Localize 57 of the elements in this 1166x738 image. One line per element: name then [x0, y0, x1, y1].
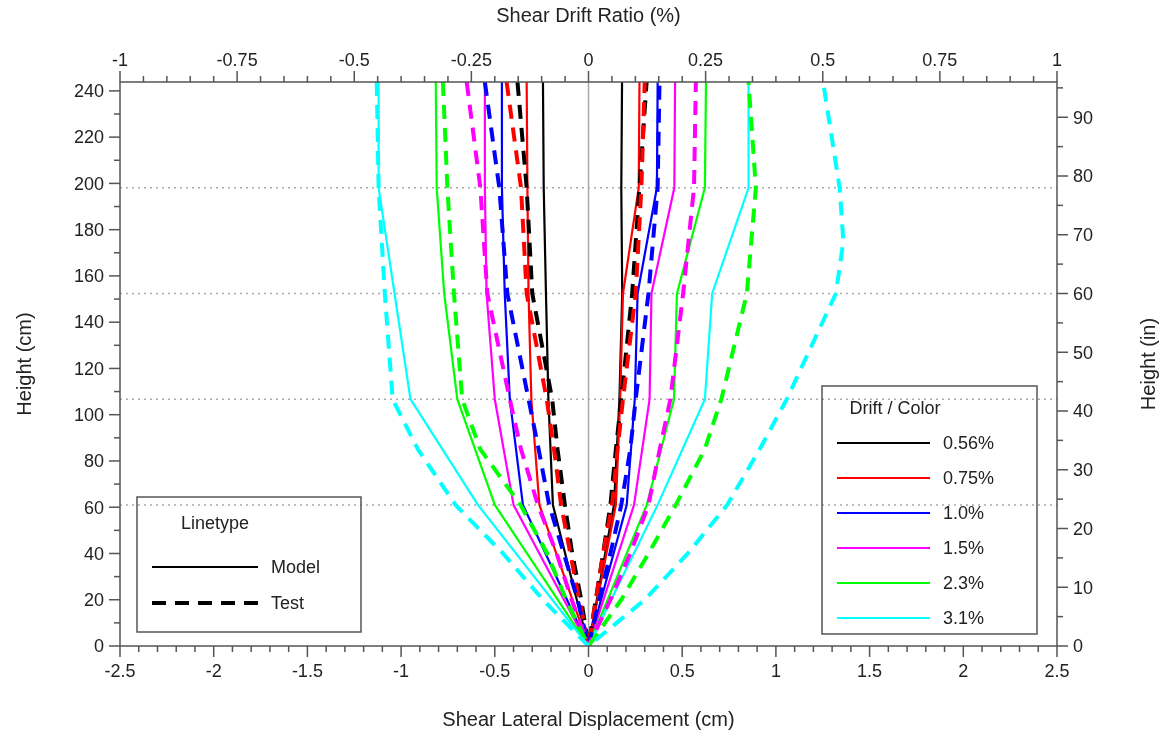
x-tick-label: -1.5 [291, 661, 323, 681]
x2-tick-label: 0 [583, 50, 594, 70]
annotation: Test [271, 593, 305, 614]
y-tick-label: 140 [73, 312, 104, 333]
y-tick-label: 180 [73, 219, 104, 240]
y-tick-label: 0 [93, 636, 104, 657]
y-axis-title: Height (cm) [13, 312, 35, 416]
y-tick-label: 200 [73, 173, 104, 194]
x-axis-title: Shear Lateral Displacement (cm) [442, 708, 735, 730]
y2-tick-label: 0 [1073, 636, 1084, 657]
x-tick-label: -2.5 [104, 661, 136, 681]
y-tick-label: 40 [83, 543, 104, 564]
legend-title: Drift / Color [849, 398, 941, 418]
annotation: Model [271, 557, 321, 578]
x2-tick-label: -0.25 [450, 50, 492, 70]
text: 0.56% [943, 433, 995, 454]
y-tick-label: 20 [83, 590, 104, 611]
x-tick-label: -1 [393, 661, 410, 681]
x2-axis-title: Shear Drift Ratio (%) [496, 4, 681, 26]
y2-tick-label: 20 [1073, 518, 1094, 539]
x-tick-label: -0.5 [479, 661, 511, 681]
y-tick-label: 100 [73, 405, 104, 425]
x2-tick-label: -0.75 [216, 50, 258, 70]
x-tick-label: 0.5 [669, 661, 695, 681]
x2-tick-label: 0.75 [922, 50, 958, 70]
y2-tick-label: 50 [1073, 342, 1094, 363]
text: 1.5% [943, 538, 985, 559]
y2-tick-label: 70 [1073, 225, 1094, 246]
x-tick-label: 1.5 [857, 661, 883, 681]
y2-tick-label: 40 [1073, 401, 1094, 422]
y-tick-label: 80 [83, 451, 104, 472]
x2-tick-label: -1 [111, 50, 129, 70]
y2-tick-label: 30 [1073, 460, 1094, 481]
text: 3.1% [943, 608, 985, 629]
y-tick-label: 220 [73, 127, 104, 148]
y2-axis-title: Height (in) [1137, 317, 1159, 411]
y2-tick-label: 80 [1073, 166, 1094, 187]
y-tick-label: 60 [83, 497, 104, 518]
text: 1.0% [943, 503, 985, 524]
x-tick-label: 2.5 [1044, 661, 1070, 681]
x-tick-label: 1 [770, 661, 781, 681]
annotation: Linetype [180, 513, 250, 533]
x2-tick-label: -0.5 [338, 50, 370, 70]
x2-tick-label: 0.5 [810, 50, 836, 70]
x2-tick-label: 1 [1051, 50, 1063, 70]
y2-tick-label: 10 [1073, 577, 1094, 598]
x-tick-label: 2 [958, 661, 969, 681]
y2-tick-label: 60 [1073, 283, 1094, 304]
x-tick-label: -2 [205, 661, 222, 681]
text: 0.75% [943, 468, 995, 489]
y-tick-label: 120 [73, 358, 104, 379]
y-tick-label: 240 [73, 81, 104, 102]
y-tick-label: 160 [73, 266, 104, 287]
x-tick-label: 0 [583, 661, 594, 681]
y2-tick-label: 90 [1073, 107, 1094, 128]
text: 2.3% [943, 573, 985, 594]
x2-tick-label: 0.25 [688, 50, 724, 70]
